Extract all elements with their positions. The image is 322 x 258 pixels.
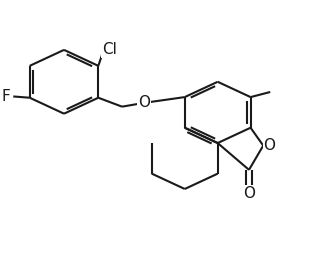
Text: O: O xyxy=(138,95,150,110)
Text: O: O xyxy=(264,138,276,153)
Text: F: F xyxy=(2,89,11,104)
Text: O: O xyxy=(243,186,255,201)
Text: Cl: Cl xyxy=(102,42,117,57)
